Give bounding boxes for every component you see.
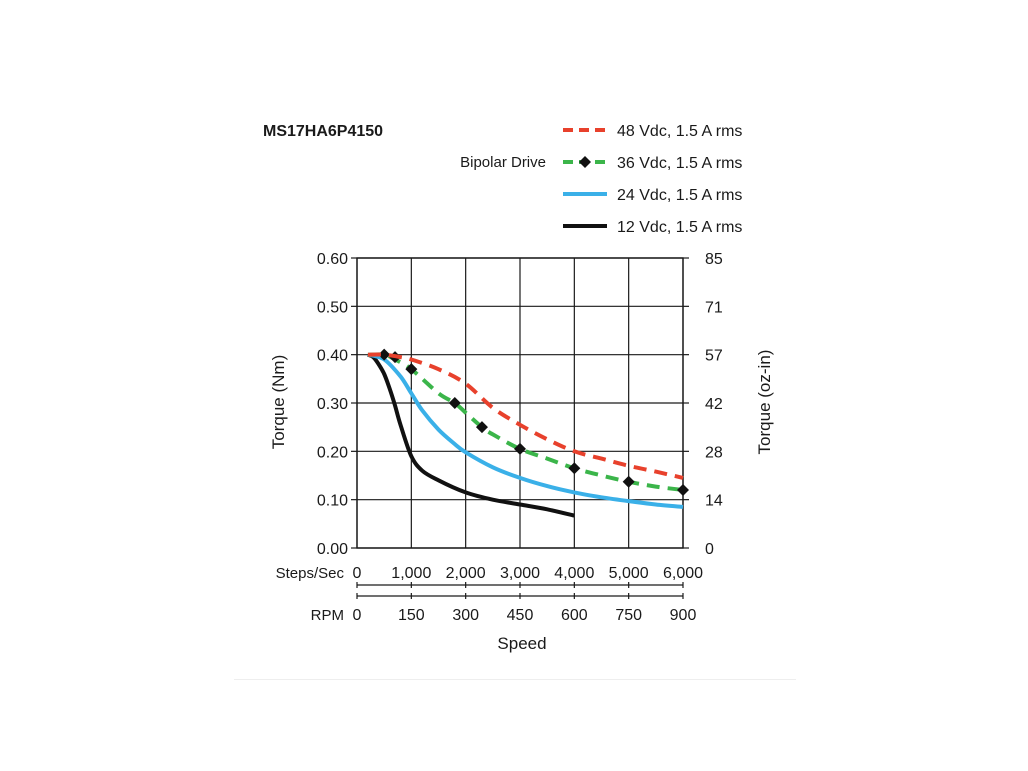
series-marker-diamond	[405, 363, 418, 376]
y-tick-label-left: 0.40	[317, 348, 348, 365]
x-tick-label: 2,000	[446, 565, 486, 582]
series-line-1	[367, 352, 684, 480]
x-tick-label: 750	[615, 607, 642, 624]
y-tick-label-left: 0.50	[317, 299, 348, 316]
axes: 0.00 0.10 0.20 0.30 0.40 0.50 0.60 0 14 28 42 57 71 8…	[276, 251, 723, 624]
y-tick-label-right: 85	[705, 251, 723, 268]
series-marker-diamond	[568, 462, 581, 475]
x-tick-label: 0	[353, 565, 362, 582]
y-tick-label-left: 0.60	[317, 251, 348, 268]
chart-subtitle: Bipolar Drive	[460, 154, 546, 171]
series-line-2	[367, 352, 684, 492]
legend-label: 48 Vdc, 1.5 A rms	[617, 123, 742, 140]
series-marker-diamond	[378, 348, 391, 361]
legend: 48 Vdc, 1.5 A rms 36 Vdc, 1.5 A rms 24 Vdc…	[563, 123, 742, 236]
x-tick-label: 1,000	[391, 565, 431, 582]
y-tick-label-left: 0.10	[317, 493, 348, 510]
y-axis-label-left: Torque (Nm)	[269, 355, 288, 449]
x-axis-row-label: RPM	[311, 607, 344, 624]
series-line-3	[367, 352, 684, 509]
bottom-separator-line	[234, 679, 796, 680]
series-line-4	[367, 352, 575, 518]
series-marker-diamond	[677, 484, 689, 496]
x-tick-label: 900	[670, 607, 697, 624]
y-tick-label-right: 42	[705, 396, 723, 413]
y-tick-label-left: 0.20	[317, 444, 348, 461]
y-tick-label-left: 0.00	[317, 541, 348, 558]
x-tick-label: 5,000	[609, 565, 649, 582]
x-tick-label: 6,000	[663, 565, 703, 582]
y-tick-label-left: 0.30	[317, 396, 348, 413]
y-axis-label-right: Torque (oz-in)	[755, 350, 774, 455]
x-tick-label: 150	[398, 607, 425, 624]
series-marker-diamond	[475, 421, 488, 434]
y-tick-label-right: 71	[705, 299, 723, 316]
series-marker-diamond	[514, 442, 526, 455]
x-tick-label: 4,000	[554, 565, 594, 582]
y-tick-label-right: 0	[705, 541, 714, 558]
x-tick-label: 3,000	[500, 565, 540, 582]
legend-marker-diamond	[579, 156, 591, 168]
series-marker-diamond	[448, 397, 461, 409]
series-layer	[367, 348, 689, 518]
legend-label: 36 Vdc, 1.5 A rms	[617, 155, 742, 172]
legend-label: 24 Vdc, 1.5 A rms	[617, 187, 742, 204]
series-marker-diamond	[622, 475, 635, 488]
legend-label: 12 Vdc, 1.5 A rms	[617, 219, 742, 236]
x-tick-label: 600	[561, 607, 588, 624]
x-axis-row-label: Steps/Sec	[276, 565, 345, 582]
x-tick-label: 450	[507, 607, 534, 624]
y-tick-label-right: 28	[705, 444, 723, 461]
chart-title: MS17HA6P4150	[263, 123, 383, 140]
x-axis-label: Speed	[497, 634, 546, 653]
x-tick-label: 300	[452, 607, 479, 624]
y-tick-label-right: 57	[705, 348, 723, 365]
x-tick-label: 0	[353, 607, 362, 624]
y-tick-label-right: 14	[705, 493, 723, 510]
